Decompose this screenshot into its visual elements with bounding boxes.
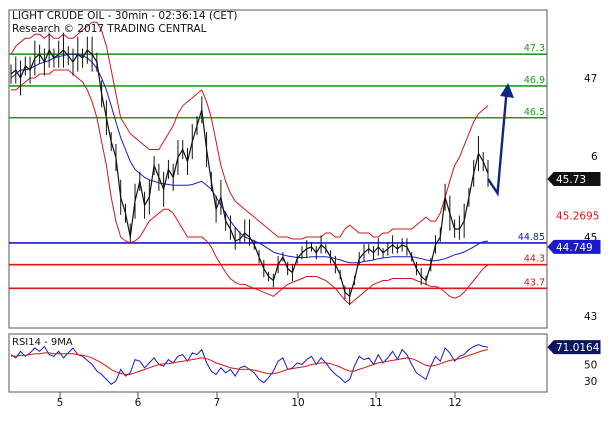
rsi-y-tick-label-30: 30 [584,376,597,388]
rsi-title: RSI14 - 9MA [12,337,73,348]
x-tick-label-5: 5 [57,397,64,409]
price-tag-0: 45.73 [556,174,586,186]
price-tag-2: 44.749 [556,242,593,254]
rsi-y-tick-label-50: 50 [584,360,597,372]
rsi-value-tag-bg [547,340,601,355]
chart-title: LIGHT CRUDE OIL - 30min - 02:36:14 (CET) [12,10,237,22]
bollinger-bands [10,21,489,305]
price-tag-1: 45.2695 [556,211,599,223]
forecast-arrow [487,82,515,197]
y-tick-label-partial: 6 [591,151,598,163]
x-tick-label-7: 7 [214,397,221,409]
level-label-5: 43.7 [524,277,545,288]
forecast-arrow-shaft [487,85,509,197]
rsi-ma-line [11,349,489,375]
level-label-3: 44.85 [518,232,545,243]
price-tag-2-bg [547,239,601,254]
price-tags: 45.73 45.2695 44.749 71.0164 [547,171,601,355]
price-tag-0-bg [547,171,601,186]
level-label-1: 46.9 [524,75,545,86]
rsi-value-tag: 71.0164 [556,342,600,354]
y-tick-label-47: 47 [584,73,597,85]
forecast-arrow-head [500,82,515,98]
price-series-layer [10,32,489,305]
x-tick-label-11: 11 [369,397,382,409]
level-label-2: 46.5 [524,107,545,118]
rsi-panel-frame [8,333,548,393]
x-tick-label-6: 6 [135,397,142,409]
price-tag-1-bg [547,208,601,223]
x-tick-label-12: 12 [448,397,461,409]
x-tick-label-10: 10 [291,397,304,409]
level-label-0: 47.3 [524,43,545,54]
upper-band-line [10,21,489,240]
lower-band-line [11,69,489,305]
x-tick-labels: 5 6 7 10 11 12 [57,392,462,409]
y-tick-label-43: 43 [584,311,597,323]
rsi-layer [10,344,489,385]
chart-subtitle: Research © 2017 TRADING CENTRAL [12,23,207,35]
level-label-4: 44.3 [524,254,545,265]
